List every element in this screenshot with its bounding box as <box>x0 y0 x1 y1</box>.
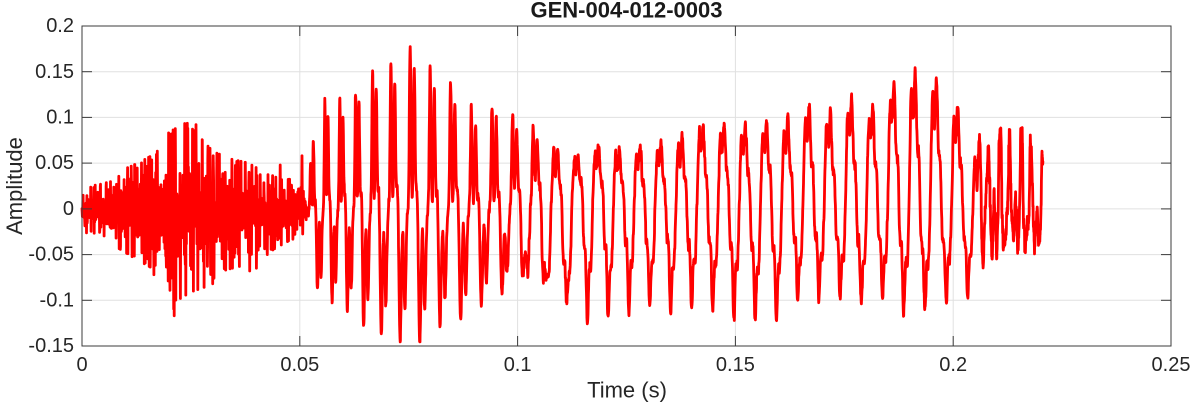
svg-text:0.1: 0.1 <box>46 107 74 129</box>
svg-text:0.2: 0.2 <box>46 15 74 37</box>
svg-text:-0.05: -0.05 <box>28 244 74 266</box>
svg-text:0.15: 0.15 <box>35 61 74 83</box>
svg-text:0.2: 0.2 <box>939 354 967 376</box>
svg-text:0: 0 <box>63 198 74 220</box>
svg-text:0.25: 0.25 <box>1152 354 1191 376</box>
svg-text:-0.15: -0.15 <box>28 335 74 357</box>
svg-text:GEN-004-012-0003: GEN-004-012-0003 <box>530 0 722 23</box>
svg-text:-0.1: -0.1 <box>40 289 74 311</box>
svg-text:0: 0 <box>76 354 87 376</box>
svg-text:0.05: 0.05 <box>280 354 319 376</box>
svg-text:0.1: 0.1 <box>504 354 532 376</box>
svg-text:Amplitude: Amplitude <box>2 137 27 235</box>
svg-text:Time (s): Time (s) <box>587 378 667 403</box>
svg-text:0.15: 0.15 <box>716 354 755 376</box>
svg-text:0.05: 0.05 <box>35 152 74 174</box>
